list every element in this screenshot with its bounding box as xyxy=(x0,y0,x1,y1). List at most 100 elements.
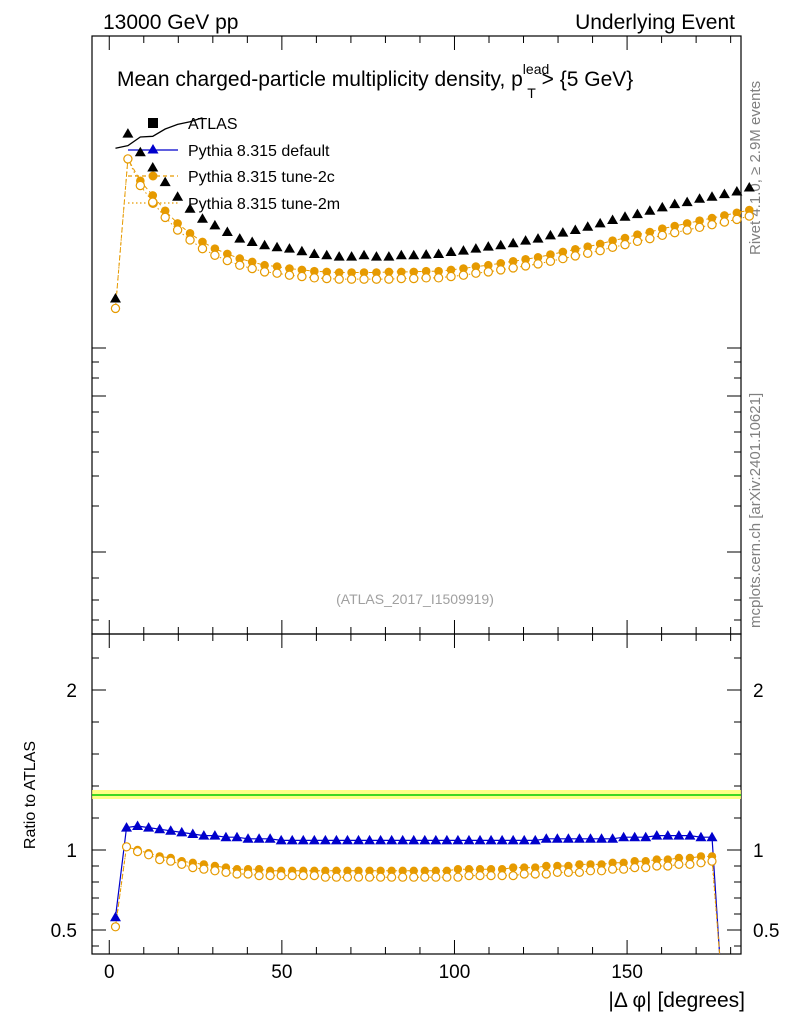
x-tick-label: 150 xyxy=(611,962,643,983)
tune2c-marker xyxy=(484,260,493,270)
default-marker xyxy=(470,243,482,253)
tune2m-marker xyxy=(309,273,320,283)
ratio-tune2m-marker xyxy=(475,870,485,881)
tune2m-marker xyxy=(235,260,245,270)
ratio-default-marker xyxy=(629,831,641,842)
default-marker xyxy=(631,208,643,219)
tune2m-marker xyxy=(371,274,382,284)
tune2c-marker xyxy=(459,264,468,273)
ratio-tune2m-marker xyxy=(431,872,441,882)
ratio-default-marker xyxy=(319,834,331,845)
ratio-tune2m-marker xyxy=(132,846,143,857)
ratio-tune2m-marker xyxy=(508,870,518,881)
tune2m-marker xyxy=(458,270,469,280)
tune2c-marker xyxy=(645,227,655,237)
ratio-default-marker xyxy=(706,831,718,842)
ratio-default-marker xyxy=(441,834,453,845)
x-tick-label: 50 xyxy=(271,962,292,983)
tune2c-marker xyxy=(471,262,481,271)
ratio-tune2m-marker xyxy=(375,872,386,882)
ratio-tune2c-marker xyxy=(508,863,518,872)
ratio-default-marker xyxy=(562,833,574,843)
tune2c-marker xyxy=(732,208,742,218)
ratio-tune2m-marker xyxy=(353,872,364,882)
ratio-default-marker xyxy=(662,830,674,840)
ratio-default-marker xyxy=(551,833,563,843)
default-marker xyxy=(321,249,333,260)
ratio-tune2c-marker xyxy=(564,861,573,871)
ratio-tune2m-marker xyxy=(298,870,308,881)
ratio-default-marker xyxy=(386,834,398,845)
default-marker xyxy=(718,188,730,199)
ratio-default-marker xyxy=(242,833,254,843)
tune2c-marker xyxy=(695,216,704,226)
tune2m-marker xyxy=(732,214,742,225)
default-marker xyxy=(147,162,159,172)
default-marker xyxy=(532,233,544,243)
tune2m-marker xyxy=(210,250,220,260)
ratio-tune2m-marker xyxy=(486,870,496,881)
ratio-tune2m-marker xyxy=(287,870,297,881)
default-marker xyxy=(644,205,656,215)
tune2m-marker xyxy=(384,274,394,284)
ratio-default-marker xyxy=(419,834,431,845)
tune2c-marker xyxy=(620,233,630,243)
ratio-default-marker xyxy=(584,833,596,843)
default-marker xyxy=(582,221,594,231)
ratio-tune2c-marker xyxy=(387,866,396,875)
ratio-tune2c-marker xyxy=(685,853,695,863)
ratio-tune2m-marker xyxy=(232,869,242,879)
header-left: 13000 GeV pp xyxy=(103,11,238,34)
ratio-default-marker xyxy=(618,831,630,842)
ratio-tune2c-marker xyxy=(520,863,529,872)
tune2m-marker xyxy=(359,274,369,284)
tune2m-marker xyxy=(483,267,494,277)
tune2c-marker xyxy=(310,266,319,276)
default-marker xyxy=(408,249,420,260)
ratio-default-marker xyxy=(573,833,585,843)
legend-tune2m-label: Pythia 8.315 tune-2m xyxy=(188,196,340,213)
tune2c-marker xyxy=(421,266,431,276)
default-marker xyxy=(445,246,457,256)
tune2c-marker xyxy=(285,264,294,273)
default-marker xyxy=(333,251,345,261)
tune2m-marker xyxy=(595,245,605,256)
tune2m-marker xyxy=(520,261,531,271)
axis-ticks-layer: 0 50 100 150 0.5 0.5 1 1 2 2 xyxy=(51,36,779,983)
ratio-tune2m-marker xyxy=(442,872,452,882)
ratio-tune2m-marker xyxy=(210,866,220,876)
ratio-tune2m-marker xyxy=(144,850,154,860)
ratio-tune2c-marker xyxy=(442,866,452,875)
tune2m-marker xyxy=(135,180,146,191)
ratio-tune2c-marker xyxy=(542,861,551,871)
tune2c-marker xyxy=(397,267,406,277)
ratio-tune2m-marker xyxy=(464,870,474,881)
tune2m-marker xyxy=(160,212,170,223)
default-marker xyxy=(731,185,743,196)
tune2m-marker xyxy=(545,256,556,266)
ratio-default-marker xyxy=(209,830,221,840)
ratio-tune2m-marker xyxy=(309,870,319,881)
ratio-default-marker xyxy=(463,834,475,845)
default-marker xyxy=(234,233,246,243)
tune2c-marker xyxy=(247,257,257,267)
default-marker xyxy=(743,181,755,192)
tune2m-marker xyxy=(620,239,630,250)
tune2c-line xyxy=(114,157,750,309)
ratio-tune2c-marker xyxy=(696,852,706,861)
tune2c-marker xyxy=(546,250,555,259)
tune2m-marker xyxy=(645,233,655,244)
ratio-tune2c-marker xyxy=(641,857,650,866)
ratio-default-marker xyxy=(176,826,188,837)
ratio-default-marker xyxy=(364,834,376,845)
ratio-default-marker xyxy=(485,834,497,845)
ratio-y-tick-label: 0.5 xyxy=(51,921,77,942)
default-marker xyxy=(495,239,507,250)
ratio-y-tick-label-right: 2 xyxy=(753,681,764,702)
default-marker xyxy=(520,235,532,245)
tune2c-marker xyxy=(223,249,232,259)
ratio-tune2m-marker xyxy=(519,869,529,879)
ratio-tune2m-marker xyxy=(541,869,551,879)
tune2m-marker xyxy=(719,217,730,227)
tune2m-marker xyxy=(322,273,332,284)
